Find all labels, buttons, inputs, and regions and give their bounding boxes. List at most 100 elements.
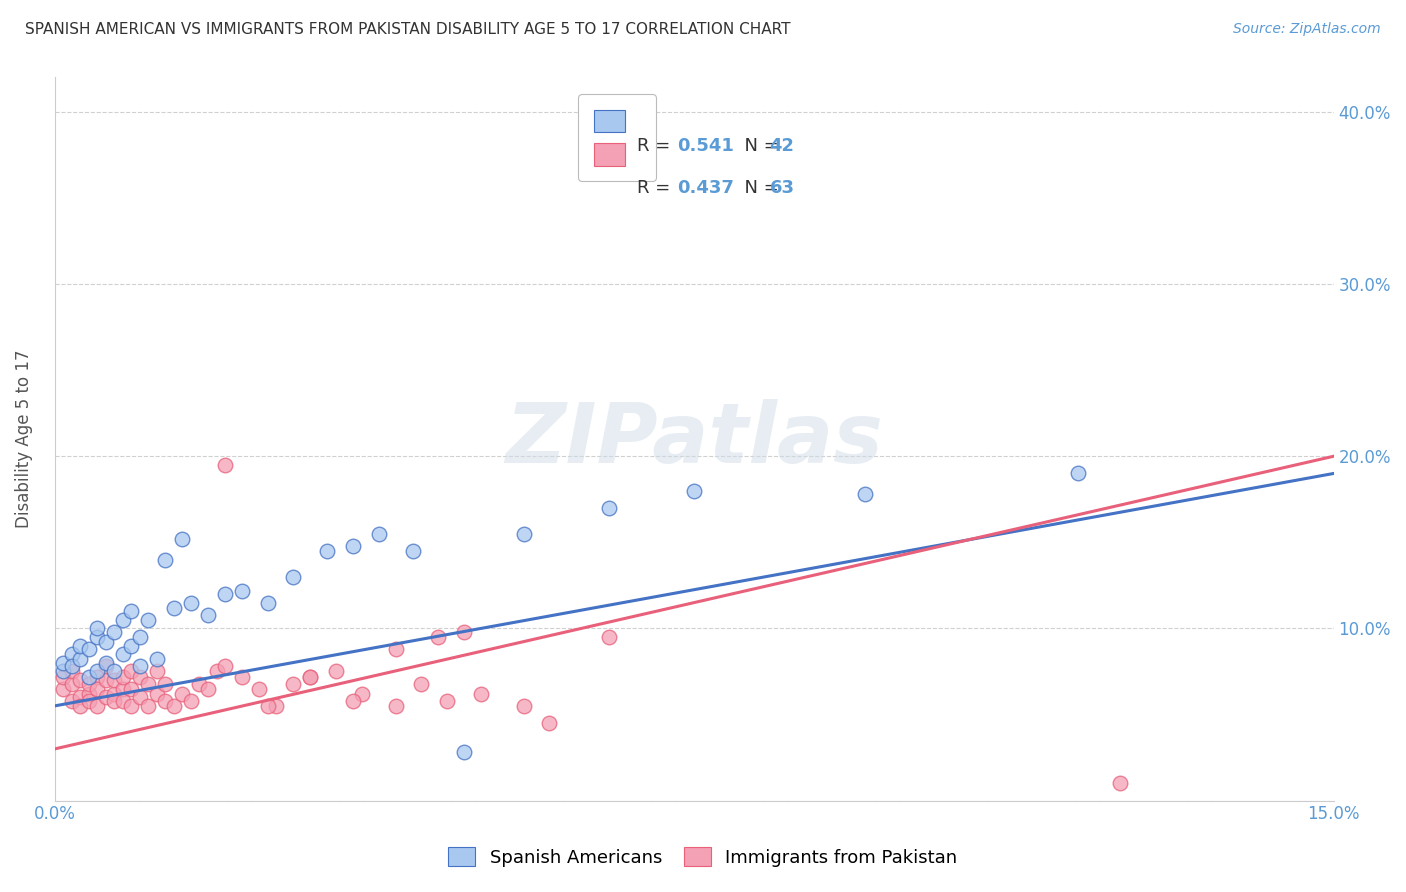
Point [342,694,364,708]
Point [128,670,150,684]
Point [264,698,287,713]
Point [1109,776,1132,790]
Point [453,746,475,760]
Point [247,681,270,696]
Point [598,500,620,515]
Point [86,698,108,713]
Point [197,681,219,696]
Point [120,698,142,713]
Text: ZIPatlas: ZIPatlas [505,399,883,480]
Point [188,676,211,690]
Point [163,698,186,713]
Point [146,687,169,701]
Point [77,642,100,657]
Text: R =: R = [637,178,676,197]
Point [146,652,169,666]
Point [86,681,108,696]
Point [853,487,876,501]
Point [94,673,117,687]
Point [128,659,150,673]
Legend: , : , [578,95,657,181]
Point [197,607,219,622]
Point [538,716,561,731]
Text: 0.437: 0.437 [676,178,734,197]
Point [60,665,83,679]
Point [120,681,142,696]
Point [384,642,406,657]
Point [427,630,450,644]
Point [94,659,117,673]
Point [111,613,134,627]
Point [111,647,134,661]
Point [69,639,91,653]
Point [214,659,236,673]
Point [180,596,202,610]
Text: 42: 42 [769,137,794,155]
Point [231,670,253,684]
Point [128,630,150,644]
Point [214,458,236,472]
Point [1067,467,1090,481]
Point [411,676,433,690]
Text: R =: R = [637,137,676,155]
Point [402,544,425,558]
Point [103,687,125,701]
Point [598,630,620,644]
Point [86,670,108,684]
Point [316,544,339,558]
Point [436,694,458,708]
Point [342,539,364,553]
Point [103,694,125,708]
Point [155,694,177,708]
Point [256,698,278,713]
Point [146,665,169,679]
Point [367,526,389,541]
Point [60,647,83,661]
Point [52,681,75,696]
Point [180,694,202,708]
Point [77,694,100,708]
Point [69,673,91,687]
Point [453,624,475,639]
Text: N =: N = [733,178,785,197]
Point [299,670,322,684]
Point [120,604,142,618]
Text: 0.541: 0.541 [676,137,734,155]
Point [52,656,75,670]
Point [52,665,75,679]
Text: N =: N = [733,137,785,155]
Point [350,687,373,701]
Point [136,613,159,627]
Point [103,665,125,679]
Point [60,676,83,690]
Point [111,694,134,708]
Point [172,687,194,701]
Point [94,690,117,705]
Point [94,635,117,649]
Point [683,483,706,498]
Point [69,652,91,666]
Point [111,681,134,696]
Point [69,698,91,713]
Point [283,676,305,690]
Point [52,670,75,684]
Point [325,665,347,679]
Point [128,690,150,705]
Point [60,694,83,708]
Point [77,676,100,690]
Point [299,670,322,684]
Y-axis label: Disability Age 5 to 17: Disability Age 5 to 17 [15,350,32,528]
Point [94,656,117,670]
Point [120,665,142,679]
Point [155,552,177,566]
Point [60,659,83,673]
Point [86,622,108,636]
Point [512,698,534,713]
Point [77,687,100,701]
Point [256,596,278,610]
Point [77,670,100,684]
Text: 63: 63 [769,178,794,197]
Legend: Spanish Americans, Immigrants from Pakistan: Spanish Americans, Immigrants from Pakis… [441,840,965,874]
Point [172,532,194,546]
Point [111,670,134,684]
